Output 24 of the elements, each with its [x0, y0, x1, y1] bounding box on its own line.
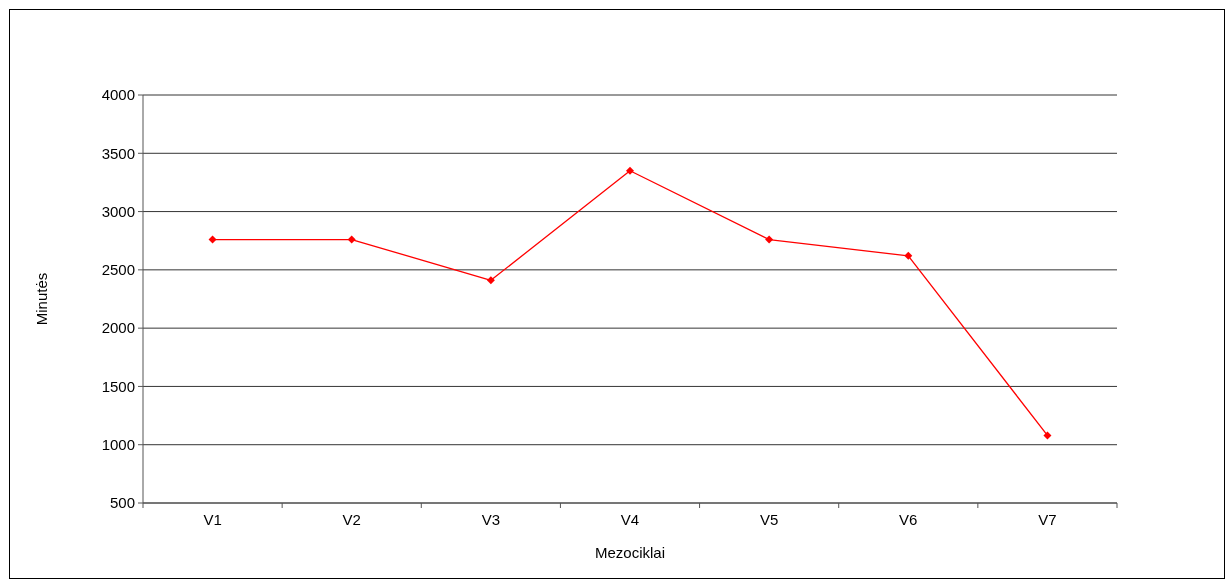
y-axis-title: Minutės	[33, 272, 50, 326]
x-tick-label: V6	[899, 511, 918, 528]
point	[208, 235, 217, 244]
point	[904, 251, 913, 260]
x-tick-label: V5	[759, 511, 779, 528]
point	[1043, 431, 1052, 440]
point	[486, 276, 495, 285]
x-axis-title: Mezociklai	[594, 544, 666, 561]
y-tick-label: 4000	[101, 86, 135, 104]
y-tick-label: 3500	[101, 144, 135, 162]
x-tick-label: V1	[203, 511, 222, 528]
y-tick-label: 1500	[101, 377, 135, 395]
point	[626, 166, 634, 175]
y-tick-label: 2500	[101, 261, 135, 279]
y-tick-label: 1000	[101, 435, 135, 453]
y-tick-label: 500	[109, 494, 135, 512]
x-tick-label: V7	[1038, 511, 1057, 528]
y-tick-label: 3000	[101, 202, 135, 220]
x-tick-label: V3	[481, 511, 501, 528]
x-tick-label: V2	[342, 511, 361, 528]
y-tick-label: 2000	[101, 319, 135, 337]
point	[765, 235, 774, 244]
point	[347, 235, 356, 244]
x-tick-label: V4	[620, 511, 640, 528]
